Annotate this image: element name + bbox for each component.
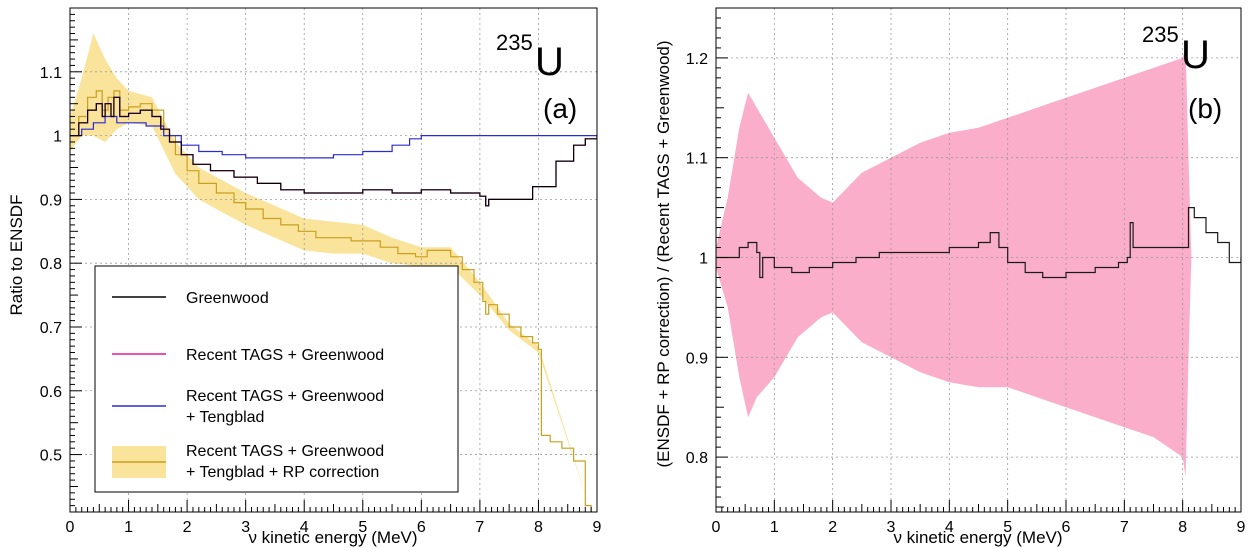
panel-a-y-tick-label: 0.6 (40, 384, 62, 401)
panel-a-isotope-symbol: U (535, 40, 564, 84)
legend-label-rp-line1: Recent TAGS + Greenwood (186, 443, 384, 460)
panel-b-y-tick-label: 0.8 (686, 450, 708, 467)
panel-a-y-tick-label: 1.1 (40, 65, 62, 82)
panel-b-x-tick-label: 2 (828, 519, 837, 536)
panel-b-isotope-symbol: U (1181, 33, 1210, 77)
panel-a-x-tick-label: 0 (66, 519, 75, 536)
panel-b-y-tick-label: 0.9 (686, 350, 708, 367)
panel-b-x-tick-label: 3 (887, 519, 896, 536)
panel-b-y-axis: 0.8 0.9 1 1.1 1.2 (686, 7, 728, 508)
panel-b-isotope-mass: 235 (1142, 22, 1179, 47)
legend-label-recent-tags: Recent TAGS + Greenwood (186, 347, 384, 364)
panel-a-x-tick-label: 7 (475, 519, 484, 536)
panel-b-x-tick-label: 0 (712, 519, 721, 536)
panel-b-y-tick-label: 1 (699, 251, 708, 268)
panel-a-x-axis-title: ν kinetic energy (MeV) (248, 528, 417, 547)
panel-a-series-line-3 (70, 90, 592, 512)
legend-label-tengblad-line1: Recent TAGS + Greenwood (186, 388, 384, 405)
panel-b-x-tick-label: 7 (1120, 519, 1129, 536)
panel-b-series-line-0 (716, 207, 1241, 279)
panel-b-x-tick-label: 1 (770, 519, 779, 536)
panel-a-x-tick-label: 5 (358, 519, 367, 536)
panel-a-y-tick-label: 0.5 (40, 448, 62, 465)
panel-a-y-axis: 0.5 0.6 0.7 0.8 0.9 1 1.1 (40, 7, 82, 513)
panel-a-ratio-to-ensdf: 0 1 2 3 4 5 6 7 8 9 0.5 0.6 0.7 0.8 0.9 1 1.1 (40, 7, 602, 536)
panel-a-legend: Greenwood Recent TAGS + Greenwood Recent… (94, 265, 459, 493)
panel-a-series-line-0 (70, 96, 597, 207)
panel-b-x-tick-label: 6 (1062, 519, 1071, 536)
legend-label-tengblad-line2: + Tengblad (186, 409, 264, 426)
panel-b-x-axis: 0 1 2 3 4 5 6 7 8 9 (712, 500, 1246, 536)
panel-a-x-tick-label: 1 (124, 519, 133, 536)
panel-b-x-axis-title: ν kinetic energy (MeV) (893, 528, 1062, 547)
panel-a-y-tick-label: 1 (53, 129, 62, 146)
panel-b-x-tick-label: 4 (945, 519, 954, 536)
panel-a-isotope-mass: 235 (496, 30, 533, 55)
legend-label-greenwood: Greenwood (186, 290, 269, 307)
panel-b-y-tick-label: 1.2 (686, 51, 708, 68)
panel-b-y-tick-label: 1.1 (686, 151, 708, 168)
panel-a-x-tick-label: 9 (593, 519, 602, 536)
panel-b-x-tick-label: 8 (1178, 519, 1187, 536)
panel-b-uncertainty-band-0 (716, 47, 1241, 478)
panel-a-y-tick-label: 0.7 (40, 320, 62, 337)
panel-a-y-tick-label: 0.9 (40, 192, 62, 209)
panel-a-tag: (a) (543, 93, 577, 124)
panel-a-y-tick-label: 0.8 (40, 256, 62, 273)
panel-b-x-tick-label: 5 (1003, 519, 1012, 536)
legend-label-rp-line2: + Tengblad + RP correction (186, 464, 379, 481)
panel-b-y-axis-title: (ENSDF + RP correction) / (Recent TAGS +… (654, 40, 673, 467)
panel-a-x-tick-label: 2 (183, 519, 192, 536)
panel-a-y-axis-title: Ratio to ENSDF (7, 195, 26, 316)
panel-a-x-tick-label: 8 (534, 519, 543, 536)
panel-b-ensdf-over-recent-tags: 0 1 2 3 4 5 6 7 8 9 0.8 0.9 1 1.1 1.2 (686, 7, 1246, 536)
panel-b-x-tick-label: 9 (1237, 519, 1246, 536)
panel-a-x-tick-label: 3 (241, 519, 250, 536)
panel-a-x-tick-label: 6 (417, 519, 426, 536)
panel-a-x-tick-label: 4 (300, 519, 309, 536)
panel-b-tag: (b) (1188, 93, 1222, 124)
